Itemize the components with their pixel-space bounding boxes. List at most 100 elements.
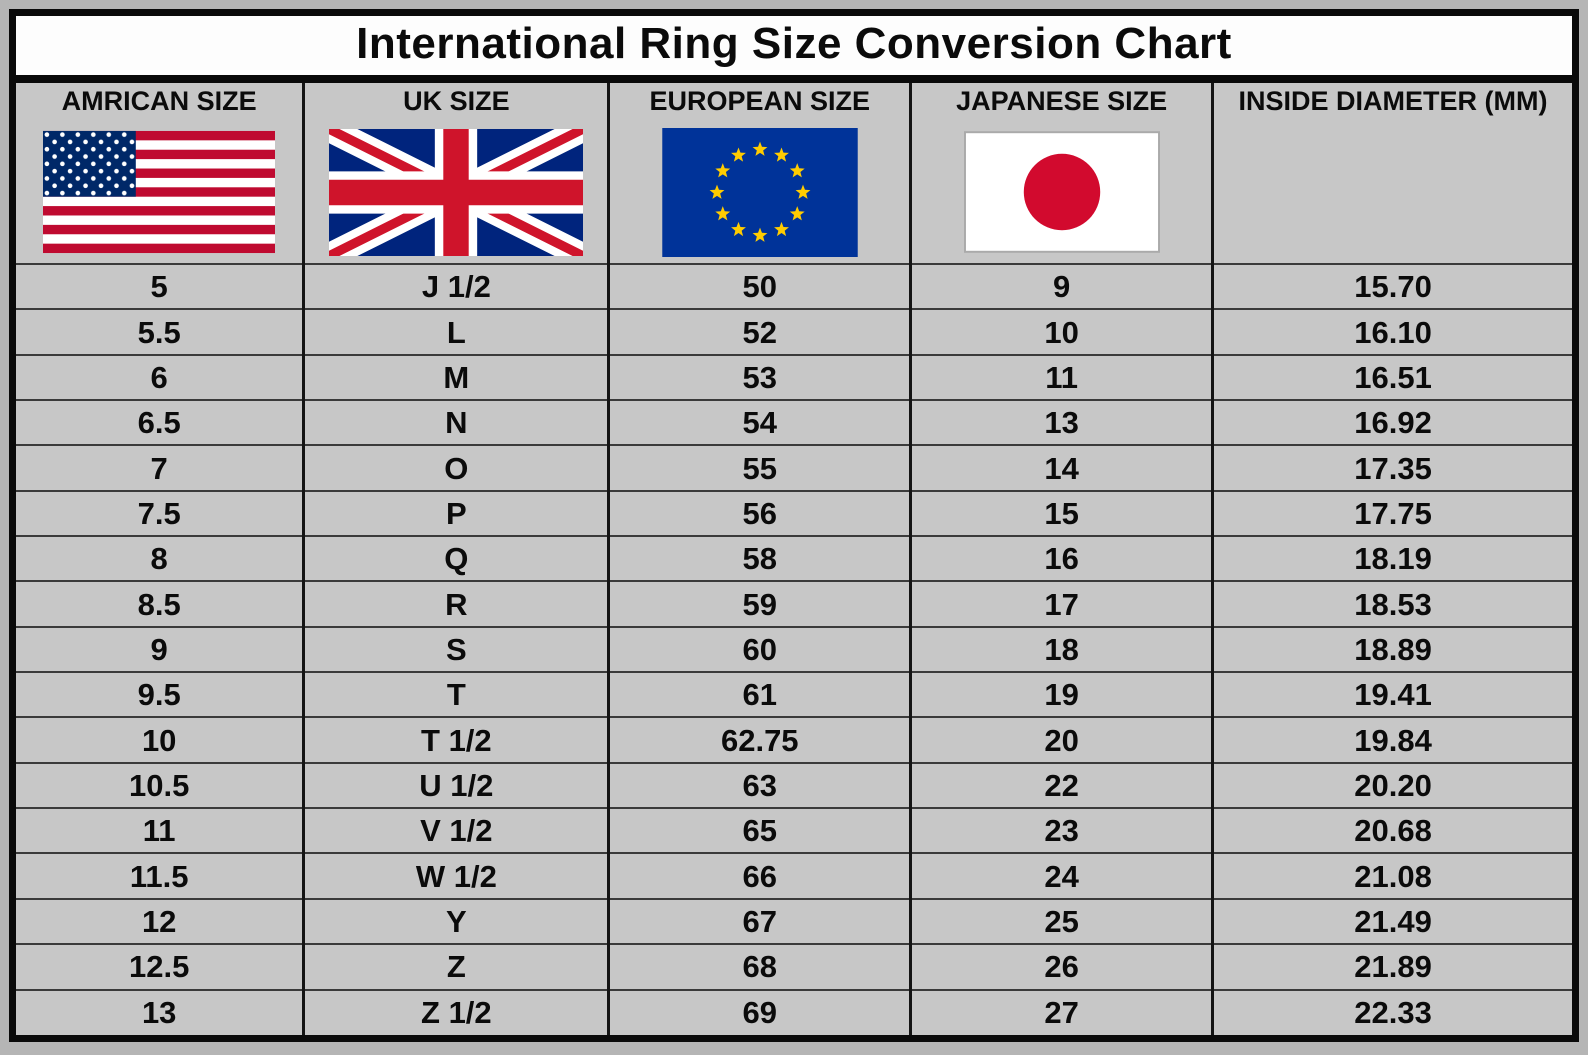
table-cell: J 1/2 [302,262,609,310]
table-cell: 50 [607,262,911,310]
japan-flag-icon [912,121,1211,263]
table-cell: 18.53 [1211,580,1572,627]
table-cell: 5.5 [16,308,304,355]
column-label: JAPANESE SIZE [956,86,1168,116]
table-cell: 19 [909,671,1213,718]
table-cell: 27 [909,988,1213,1035]
table-cell: 65 [607,807,911,854]
table-cell: 12 [16,897,304,945]
table-cell: 16.92 [1211,399,1572,446]
table-cell: 54 [607,399,911,446]
table-cell: 20 [909,716,1213,763]
eu-flag-icon [610,121,909,263]
table-row: 12.5 Z 68 26 21.89 [16,943,1572,990]
table-cell: 18.89 [1211,625,1572,673]
table-row: 11.5 W 1/2 66 24 21.08 [16,852,1572,899]
table-cell: 53 [607,353,911,401]
table-cell: 21.08 [1211,852,1572,899]
table-cell: 20.20 [1211,761,1572,809]
table-cell: L [302,308,609,355]
table-cell: Y [302,897,609,945]
table-cell: P [302,489,609,537]
table-cell: 14 [909,444,1213,491]
table-cell: 10 [16,716,304,763]
table-cell: 16 [909,535,1213,582]
table-cell: 56 [607,489,911,537]
table-cell: 15.70 [1211,262,1572,310]
table-row: 9.5 T 61 19 19.41 [16,671,1572,718]
table-cell: 6.5 [16,399,304,446]
us-flag-icon [16,121,302,263]
table-cell: U 1/2 [302,761,609,809]
table-cell: 8 [16,535,304,582]
table-cell: V 1/2 [302,807,609,854]
column-label: EUROPEAN SIZE [649,86,871,116]
table-cell: 19.41 [1211,671,1572,718]
table-cell: 19.84 [1211,716,1572,763]
table-cell: 10 [909,308,1213,355]
table-cell: 24 [909,852,1213,899]
table-cell: 18 [909,625,1213,673]
table-cell: N [302,399,609,446]
table-cell: Z 1/2 [302,988,609,1035]
table-cell: 15 [909,489,1213,537]
table-row: 8.5 R 59 17 18.53 [16,580,1572,627]
table-cell: 21.49 [1211,897,1572,945]
table-cell: 58 [607,535,911,582]
table-cell: 7.5 [16,489,304,537]
table-cell: Z [302,943,609,990]
table-cell: 18.19 [1211,535,1572,582]
table-cell: 23 [909,807,1213,854]
table-cell: 17 [909,580,1213,627]
table-cell: 22.33 [1211,988,1572,1035]
table-cell: 16.10 [1211,308,1572,355]
column-header-european: EUROPEAN SIZE [607,83,911,264]
table-cell: T 1/2 [302,716,609,763]
table-cell: 61 [607,671,911,718]
table-cell: 12.5 [16,943,304,990]
column-header-uk: UK SIZE [302,83,609,264]
table-row: 10.5 U 1/2 63 22 20.20 [16,761,1572,809]
table-cell: S [302,625,609,673]
table-cell: Q [302,535,609,582]
header-row: AMRICAN SIZE [16,83,1572,264]
table-cell: 13 [16,988,304,1035]
table-cell: 55 [607,444,911,491]
column-header-american: AMRICAN SIZE [16,83,304,264]
column-label: AMRICAN SIZE [61,86,257,116]
table-cell: O [302,444,609,491]
table-cell: W 1/2 [302,852,609,899]
chart-frame: International Ring Size Conversion Chart… [9,9,1579,1042]
table-row: 13 Z 1/2 69 27 22.33 [16,988,1572,1035]
table-cell: 11 [16,807,304,854]
column-header-diameter: INSIDE DIAMETER (MM) [1211,83,1572,264]
table-cell: 13 [909,399,1213,446]
column-label: INSIDE DIAMETER (MM) [1238,86,1548,116]
table-row: 6 M 53 11 16.51 [16,353,1572,401]
empty-flag-cell [1214,121,1572,263]
table-cell: 9 [16,625,304,673]
table-cell: 17.35 [1211,444,1572,491]
table-row: 8 Q 58 16 18.19 [16,535,1572,582]
table-cell: 62.75 [607,716,911,763]
table-cell: T [302,671,609,718]
table-row: 9 S 60 18 18.89 [16,625,1572,673]
table-cell: 68 [607,943,911,990]
uk-flag-icon [305,121,607,263]
table-cell: 25 [909,897,1213,945]
table-row: 7.5 P 56 15 17.75 [16,489,1572,537]
chart-title: International Ring Size Conversion Chart [16,16,1572,83]
table-row: 5.5 L 52 10 16.10 [16,308,1572,355]
table-row: 12 Y 67 25 21.49 [16,897,1572,945]
table-cell: 8.5 [16,580,304,627]
table-cell: 69 [607,988,911,1035]
table-row: 10 T 1/2 62.75 20 19.84 [16,716,1572,763]
column-label: UK SIZE [403,86,510,116]
table-cell: R [302,580,609,627]
conversion-table: AMRICAN SIZE [16,83,1572,1035]
table-cell: 22 [909,761,1213,809]
table-row: 6.5 N 54 13 16.92 [16,399,1572,446]
table-cell: 52 [607,308,911,355]
